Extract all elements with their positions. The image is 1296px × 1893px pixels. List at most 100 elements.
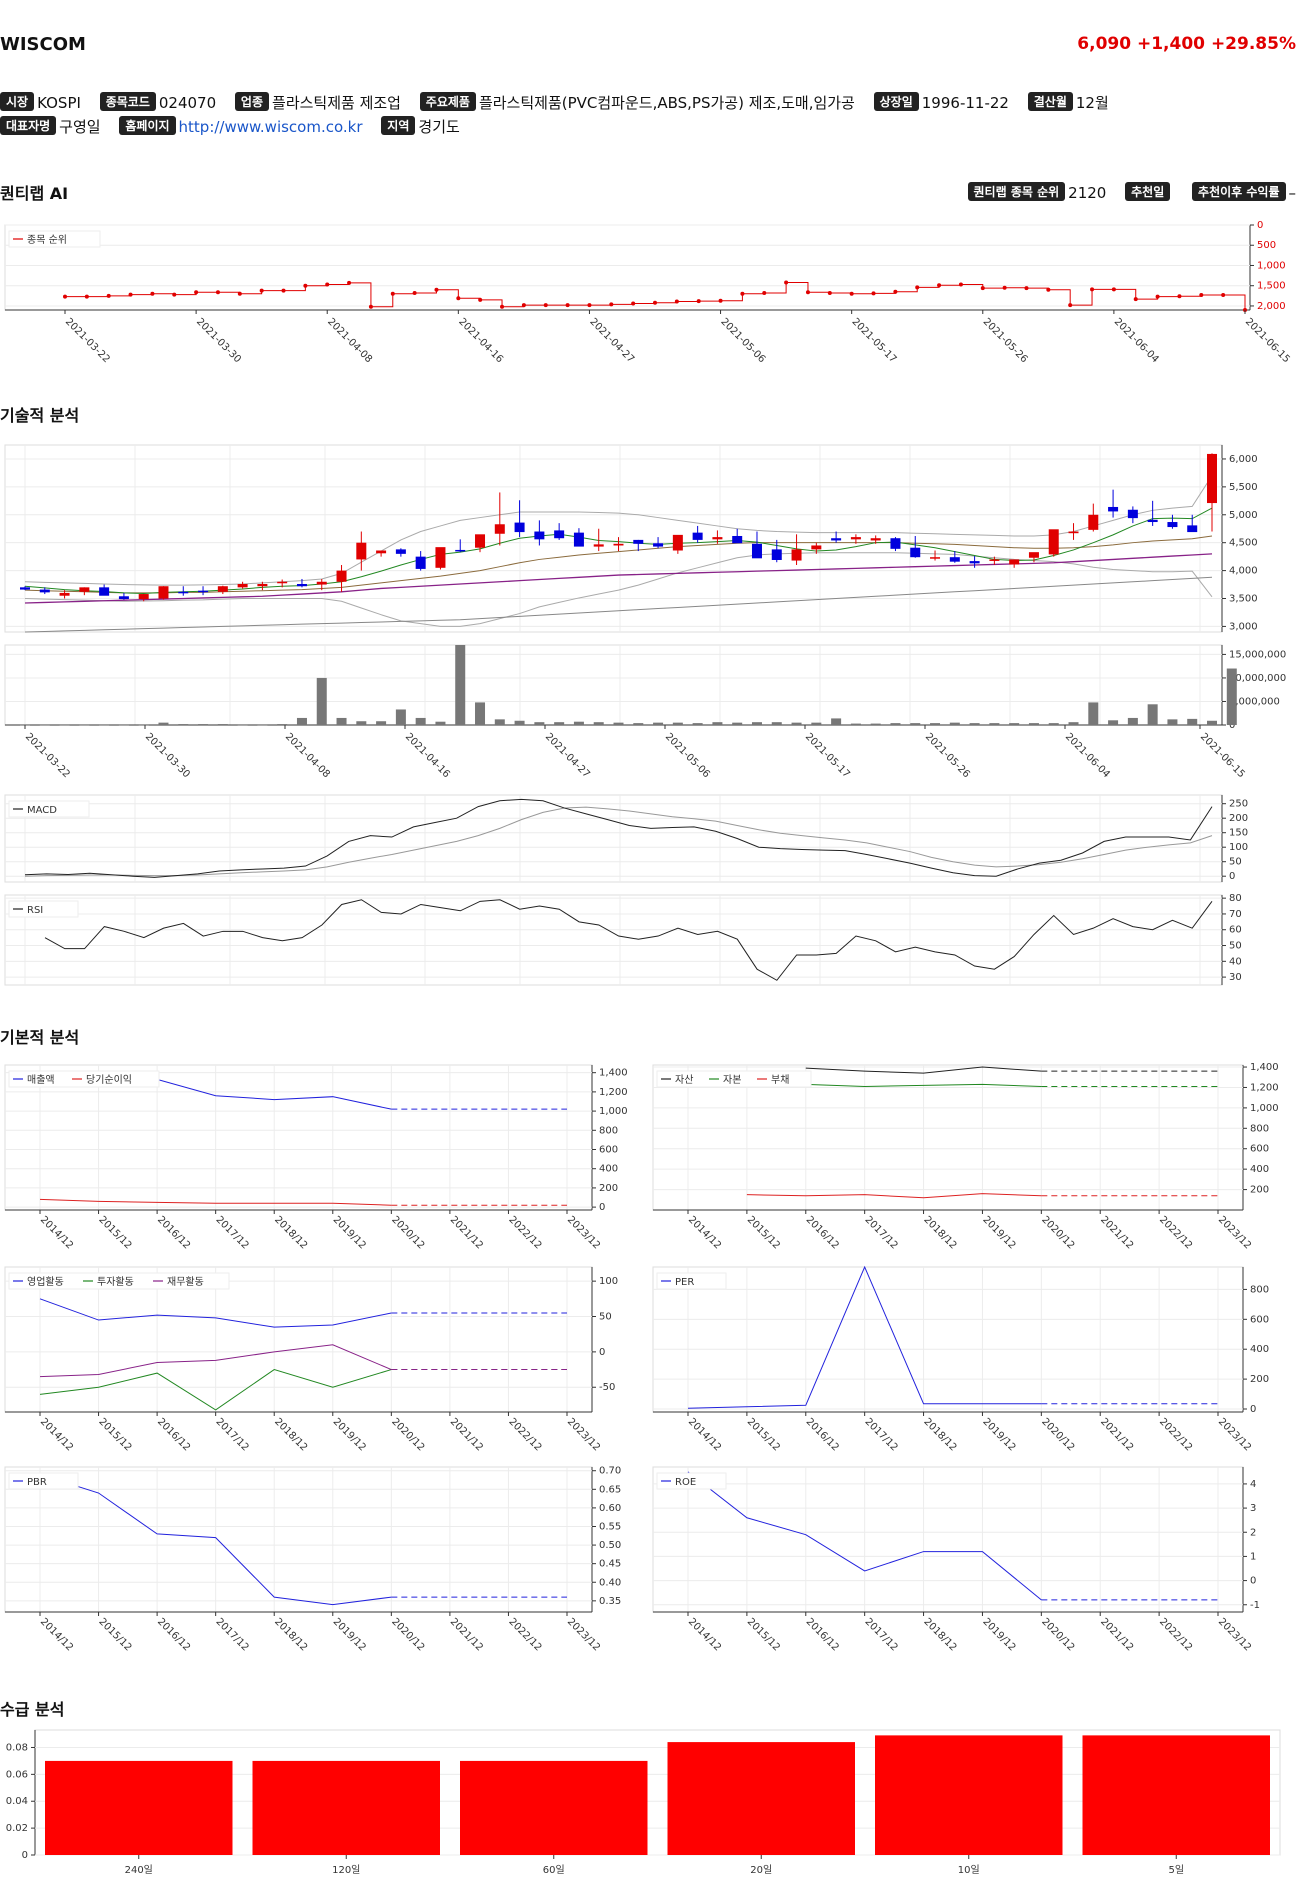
candle-body — [930, 557, 941, 559]
candle-body — [989, 559, 1000, 561]
candle-body — [99, 587, 110, 596]
x-tick-label: 2014/12 — [38, 1214, 75, 1251]
product-value: 플라스틱제품(PVC컴파운드,ABS,PS가공) 제조,도매,임가공 — [478, 94, 855, 112]
y-tick-label: 0 — [1250, 1576, 1256, 1587]
x-tick-label: 2019/12 — [980, 1616, 1017, 1653]
candle-body — [296, 583, 307, 587]
volume-bar — [1088, 702, 1099, 725]
x-tick-label: 2021-06-15 — [1198, 731, 1247, 780]
x-tick-label: 20일 — [750, 1864, 772, 1876]
region-badge: 지역 — [381, 116, 416, 135]
rank-point — [194, 290, 199, 295]
volume-bar — [356, 721, 367, 725]
candle-body — [653, 543, 664, 547]
y-tick-label: 4 — [1250, 1479, 1256, 1490]
rec-return-badge: 추천이후 수익률 — [1192, 182, 1286, 201]
x-tick-label: 2021-06-04 — [1112, 316, 1161, 365]
candle-body — [316, 581, 327, 585]
rank-point — [849, 291, 854, 296]
volume-bar — [99, 724, 110, 726]
x-tick-label: 2021-04-27 — [543, 731, 592, 780]
x-tick-label: 2017/12 — [863, 1214, 900, 1251]
candle-body — [791, 549, 802, 561]
candle-body — [79, 587, 90, 592]
legend-box — [8, 800, 90, 818]
candle-body — [534, 531, 545, 540]
volume-bar — [198, 724, 209, 726]
y-tick-label: 0.35 — [599, 1596, 621, 1607]
y-tick-label: 500 — [1257, 240, 1276, 251]
candle-body — [494, 524, 505, 534]
volume-bar — [613, 722, 624, 725]
rank-badge: 퀀티랩 종목 순위 — [967, 182, 1066, 201]
candle-body — [1147, 519, 1158, 523]
y-tick-label: 3 — [1250, 1503, 1256, 1514]
x-tick-label: 2023/12 — [565, 1416, 602, 1453]
volume-bar — [732, 722, 743, 725]
y-tick-label: -1 — [1250, 1600, 1260, 1611]
supply-bar — [667, 1742, 855, 1855]
volume-bar — [850, 723, 861, 725]
region-value: 경기도 — [418, 118, 460, 136]
y-tick-label: 0.65 — [599, 1484, 621, 1495]
series-line — [39, 1344, 392, 1378]
candle-body — [356, 542, 367, 560]
rank-point — [543, 303, 548, 308]
rank-point — [631, 301, 636, 306]
x-tick-label: 2021-04-08 — [325, 316, 374, 365]
current-price: 6,090 — [1077, 34, 1132, 54]
volume-bar — [435, 721, 446, 725]
x-tick-label: 2021/12 — [1098, 1416, 1135, 1453]
x-tick-label: 2021-05-26 — [981, 316, 1030, 365]
y-tick-label: 1,400 — [599, 1068, 628, 1079]
y-tick-label: 5,500 — [1229, 482, 1258, 493]
rank-point — [1046, 287, 1051, 292]
rank-point — [150, 291, 155, 296]
macd-line — [24, 798, 1213, 878]
rank-point — [456, 296, 461, 301]
rank-point — [937, 283, 942, 288]
legend-box — [8, 1472, 79, 1490]
x-tick-label: 2018/12 — [272, 1616, 309, 1653]
legend-box — [8, 1272, 230, 1290]
x-tick-label: 2021-05-17 — [803, 731, 852, 780]
y-tick-label: 0.55 — [599, 1521, 621, 1532]
legend-label: MACD — [27, 805, 57, 816]
y-tick-label: 400 — [599, 1164, 618, 1175]
product-badge: 주요제품 — [419, 92, 476, 111]
volume-bar — [158, 722, 169, 725]
x-tick-label: 2023/12 — [565, 1616, 602, 1653]
settle-value: 12월 — [1075, 94, 1109, 112]
candle-body — [277, 581, 288, 584]
rank-point — [871, 291, 876, 296]
candle-body — [1068, 531, 1079, 534]
candle-body — [554, 530, 565, 539]
x-tick-label: 2016/12 — [804, 1214, 841, 1251]
code-value: 024070 — [158, 94, 217, 112]
plot-frame — [4, 444, 1223, 633]
y-tick-label: 800 — [1250, 1123, 1269, 1134]
supply-bar — [875, 1735, 1063, 1855]
volume-bar — [1068, 722, 1079, 725]
x-tick-label: 2018/12 — [921, 1214, 958, 1251]
volume-bar — [494, 719, 505, 725]
rank-point — [827, 291, 832, 295]
series-line — [805, 1083, 1042, 1087]
candle-body — [1127, 509, 1138, 519]
candle-body — [118, 596, 129, 600]
x-tick-label: 2021-06-04 — [1063, 731, 1112, 780]
y-tick-label: 0 — [599, 1202, 605, 1213]
x-tick-label: 120일 — [332, 1864, 360, 1876]
volume-bar — [20, 724, 30, 726]
y-tick-label: 4,500 — [1229, 538, 1258, 549]
price-change: +1,400 — [1136, 34, 1206, 54]
x-tick-label: 5일 — [1168, 1864, 1184, 1876]
listed-value: 1996-11-22 — [921, 94, 1009, 112]
homepage-link[interactable]: http://www.wiscom.co.kr — [178, 118, 363, 136]
per-chart: 800 600 400 200 0 2014/12 2015/12 2016/12 2017/1… — [652, 1265, 1269, 1453]
candle-body — [692, 532, 703, 540]
x-tick-label: 2020/12 — [389, 1616, 426, 1653]
rank-point — [980, 286, 985, 291]
rank-point — [893, 289, 898, 294]
candle-body — [1207, 453, 1217, 504]
